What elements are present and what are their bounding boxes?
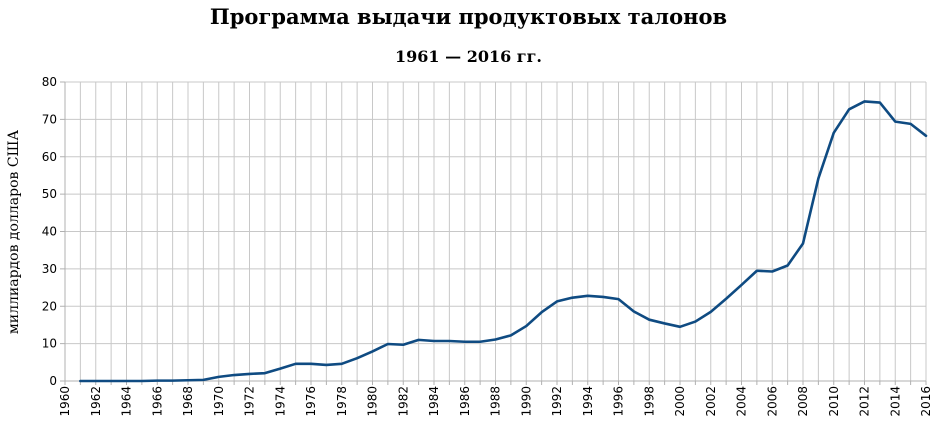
x-tick-label: 1990 xyxy=(519,386,533,417)
y-tick-label: 10 xyxy=(42,337,57,351)
series-layer xyxy=(79,100,928,383)
x-tick-label: 1984 xyxy=(427,386,441,417)
y-tick-label: 0 xyxy=(49,374,57,388)
chart-subtitle: 1961 — 2016 гг. xyxy=(395,47,542,66)
axes xyxy=(60,81,927,385)
x-tick-label: 2012 xyxy=(858,386,872,417)
y-tick-labels: 0 10 20 30 40 50 60 70 80 xyxy=(42,75,57,388)
x-tick-label: 2002 xyxy=(704,386,718,417)
x-tick-label: 2010 xyxy=(827,386,841,417)
y-tick-label: 70 xyxy=(42,112,57,126)
x-tick-label: 1996 xyxy=(612,386,626,417)
y-tick-label: 30 xyxy=(42,262,57,276)
x-tick-label: 2000 xyxy=(673,386,687,417)
chart-title: Программа выдачи продуктовых талонов xyxy=(209,4,728,29)
x-tick-label: 1970 xyxy=(212,386,226,417)
x-tick-label: 2014 xyxy=(888,386,902,417)
x-tick-label: 1986 xyxy=(458,386,472,417)
x-tick-label: 1988 xyxy=(489,386,503,417)
x-tick-label: 1962 xyxy=(89,386,103,417)
grid-lines xyxy=(64,81,927,382)
x-tick-label: 2016 xyxy=(919,386,933,417)
x-tick-label: 1960 xyxy=(58,386,72,417)
y-tick-label: 80 xyxy=(42,75,57,89)
y-tick-label: 40 xyxy=(42,225,57,239)
x-tick-label: 1982 xyxy=(396,386,410,417)
series-line xyxy=(79,100,928,383)
x-tick-label: 1992 xyxy=(550,386,564,417)
y-tick-label: 50 xyxy=(42,187,57,201)
x-tick-label: 1972 xyxy=(243,386,257,417)
y-tick-label: 60 xyxy=(42,150,57,164)
y-tick-label: 20 xyxy=(42,299,57,313)
x-tick-label: 2004 xyxy=(735,386,749,417)
x-tick-label: 2006 xyxy=(765,386,779,417)
x-tick-label: 1968 xyxy=(181,386,195,417)
x-tick-label: 2008 xyxy=(796,386,810,417)
y-axis-label: миллиардов долларов США xyxy=(6,129,22,334)
x-tick-label: 1980 xyxy=(366,386,380,417)
x-tick-label: 1976 xyxy=(304,386,318,417)
x-tick-label: 1998 xyxy=(642,386,656,417)
x-tick-label: 1966 xyxy=(150,386,164,417)
x-tick-label: 1978 xyxy=(335,386,349,417)
x-tick-labels: 1960 1962 1964 1966 1968 1970 1972 1974 1976 1978… xyxy=(58,386,933,417)
x-tick-label: 1964 xyxy=(120,386,134,417)
x-tick-label: 1974 xyxy=(273,386,287,417)
x-tick-label: 1994 xyxy=(581,386,595,417)
